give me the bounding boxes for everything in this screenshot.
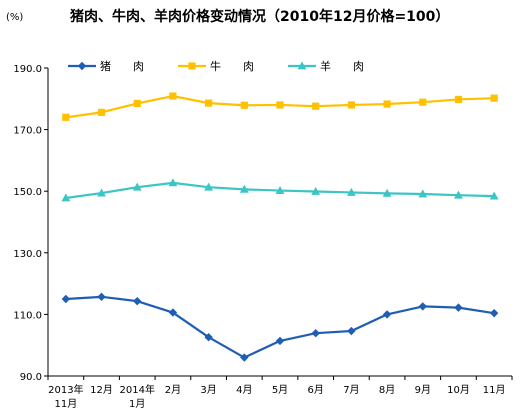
y-tick-label: 90.0 bbox=[20, 372, 42, 383]
data-point bbox=[61, 294, 71, 304]
legend: 猪 肉牛 肉羊 肉 bbox=[68, 59, 364, 73]
legend-label: 羊 肉 bbox=[320, 59, 364, 73]
x-tick-label: 6月 bbox=[308, 384, 324, 396]
x-tick-label: 9月 bbox=[415, 384, 431, 396]
data-point bbox=[62, 113, 70, 121]
data-point bbox=[275, 185, 285, 194]
x-tick-label: 5月 bbox=[272, 384, 288, 396]
data-point bbox=[311, 328, 320, 338]
data-point bbox=[168, 178, 178, 187]
data-point bbox=[204, 182, 214, 191]
data-point bbox=[382, 188, 392, 197]
x-tick-labels: 2013年 11月 12月 2014年 1月 2月 3月 4月 5月 6月 7月 8月 9月 10月 11月 bbox=[48, 383, 505, 410]
series-2 bbox=[62, 92, 498, 121]
x-tick-label: 10月 bbox=[447, 384, 470, 396]
data-point bbox=[61, 193, 71, 202]
x-tick-label: 4月 bbox=[236, 384, 252, 396]
y-tick-label: 110.0 bbox=[13, 310, 42, 321]
x-tick-label: 1月 bbox=[129, 398, 145, 410]
data-point bbox=[490, 94, 498, 102]
series-line bbox=[65, 295, 495, 359]
data-point bbox=[204, 332, 213, 342]
y-tick-label: 130.0 bbox=[13, 249, 42, 260]
data-point bbox=[454, 190, 463, 199]
axes bbox=[44, 67, 513, 380]
x-tick-label: 12月 bbox=[90, 384, 113, 396]
legend-marker bbox=[297, 61, 307, 70]
data-point bbox=[240, 101, 248, 109]
x-tick-label: 7月 bbox=[343, 384, 359, 396]
x-tick-label: 11月 bbox=[54, 398, 77, 410]
x-tick-label: 2月 bbox=[165, 384, 181, 396]
x-tick-label: 3月 bbox=[200, 384, 216, 396]
chart-title: 猪肉、牛肉、羊肉价格变动情况（2010年12月价格=100） bbox=[69, 8, 449, 25]
series-3 bbox=[61, 178, 499, 202]
x-tick-label: 2013年 bbox=[48, 383, 83, 396]
x-tick-label: 8月 bbox=[379, 384, 395, 396]
series-1 bbox=[61, 292, 499, 362]
x-tick-label: 2014年 bbox=[120, 383, 155, 396]
data-point bbox=[489, 191, 499, 200]
data-point bbox=[489, 308, 499, 318]
data-point bbox=[454, 95, 463, 104]
y-unit-label: (%) bbox=[6, 12, 23, 23]
y-tick-label: 150.0 bbox=[13, 187, 42, 198]
legend-marker bbox=[77, 61, 87, 71]
data-point bbox=[275, 336, 285, 346]
data-point bbox=[346, 187, 356, 196]
legend-label: 猪 肉 bbox=[100, 60, 144, 73]
data-point bbox=[97, 188, 106, 197]
data-point bbox=[276, 101, 284, 109]
legend-label: 牛 肉 bbox=[210, 59, 254, 73]
data-point bbox=[240, 353, 249, 362]
y-tick-label: 170.0 bbox=[13, 126, 42, 137]
data-point bbox=[454, 303, 463, 312]
data-point bbox=[97, 108, 106, 116]
data-point bbox=[97, 292, 106, 302]
data-point bbox=[347, 326, 356, 336]
data-point bbox=[132, 182, 142, 191]
data-point bbox=[383, 100, 391, 108]
data-point bbox=[133, 99, 141, 108]
legend-marker bbox=[188, 62, 196, 70]
x-tick-label: 11月 bbox=[483, 384, 506, 396]
data-point bbox=[133, 296, 142, 306]
data-point bbox=[382, 310, 392, 319]
data-point bbox=[239, 184, 249, 193]
data-point bbox=[168, 308, 178, 317]
y-tick-labels: 90.0 110.0 130.0 150.0 170.0 190.0 bbox=[13, 64, 42, 383]
data-point bbox=[347, 101, 355, 109]
series-group bbox=[61, 92, 499, 362]
data-point bbox=[312, 102, 320, 110]
data-point bbox=[169, 92, 177, 100]
data-point bbox=[311, 186, 321, 195]
data-point bbox=[418, 189, 428, 198]
data-point bbox=[418, 302, 427, 311]
data-point bbox=[419, 98, 427, 106]
y-tick-label: 190.0 bbox=[13, 64, 42, 75]
data-point bbox=[205, 99, 213, 107]
